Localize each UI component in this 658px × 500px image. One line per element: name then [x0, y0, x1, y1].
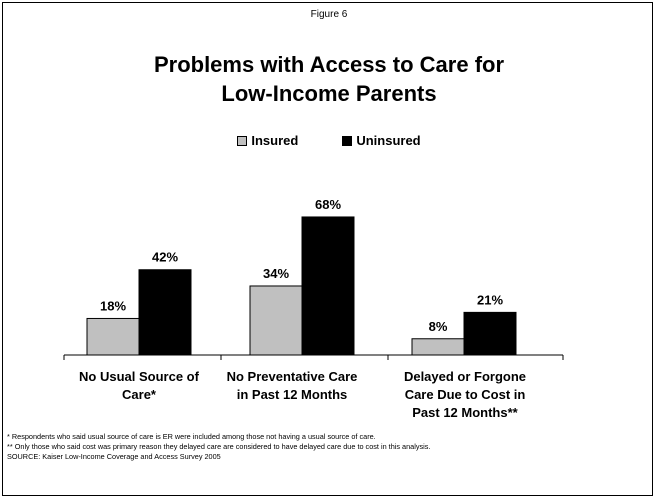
bar-uninsured-1	[301, 216, 355, 356]
footnotes: * Respondents who said usual source of c…	[7, 432, 647, 462]
chart-legend: Insured Uninsured	[0, 133, 658, 148]
category-label-no-usual-source: No Usual Source of Care*	[64, 368, 214, 404]
data-label-insured-2: 8%	[429, 319, 448, 334]
bar-insured-2	[411, 338, 465, 356]
legend-item-insured: Insured	[237, 133, 298, 148]
figure-label: Figure 6	[310, 9, 348, 20]
bar-uninsured-0	[138, 269, 192, 356]
bar-uninsured-2	[463, 311, 517, 356]
data-label-uninsured-0: 42%	[152, 250, 178, 265]
category-label-line: No Usual Source of	[79, 369, 199, 384]
legend-label-insured: Insured	[251, 133, 299, 148]
source-note: SOURCE: Kaiser Low-Income Coverage and A…	[7, 452, 221, 461]
bar-insured-0	[86, 317, 140, 356]
bar-insured-1	[249, 285, 303, 356]
footnote-er: * Respondents who said usual source of c…	[7, 432, 376, 441]
category-label-line: No Preventative Care	[226, 369, 358, 384]
chart-title: Problems with Access to Care for Low-Inc…	[0, 50, 658, 108]
chart-title-line-1: Problems with Access to Care for	[153, 52, 505, 77]
data-label-insured-1: 34%	[263, 266, 289, 281]
category-label-delayed-care: Delayed or Forgone Care Due to Cost in P…	[390, 368, 540, 422]
category-label-no-preventative-care: No Preventative Care in Past 12 Months	[217, 368, 367, 404]
legend-swatch-uninsured	[342, 135, 353, 146]
legend-label-uninsured: Uninsured	[356, 133, 421, 148]
legend-item-uninsured: Uninsured	[342, 133, 421, 148]
category-label-line: Care*	[122, 387, 156, 402]
data-label-uninsured-1: 68%	[315, 197, 341, 212]
footnote-cost: ** Only those who said cost was primary …	[7, 442, 431, 451]
category-label-line: Past 12 Months**	[412, 405, 518, 420]
category-label-line: Care Due to Cost in	[404, 387, 526, 402]
category-label-line: in Past 12 Months	[236, 387, 348, 402]
legend-swatch-insured	[237, 135, 248, 146]
category-label-line: Delayed or Forgone	[403, 369, 527, 384]
figure-frame	[2, 2, 653, 496]
data-label-uninsured-2: 21%	[477, 292, 503, 307]
chart-title-line-2: Low-Income Parents	[221, 81, 437, 106]
data-label-insured-0: 18%	[100, 298, 126, 313]
